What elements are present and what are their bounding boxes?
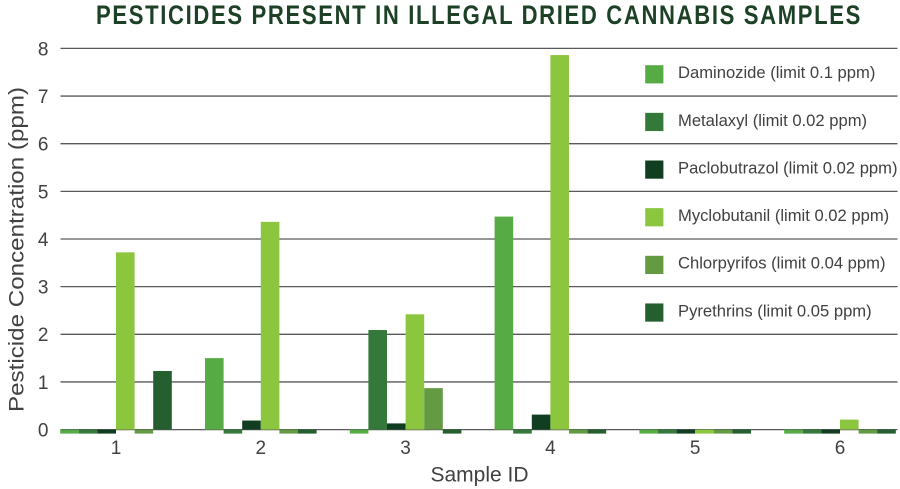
svg-text:Paclobutrazol (limit 0.02 ppm): Paclobutrazol (limit 0.02 ppm) — [678, 158, 898, 177]
svg-text:4: 4 — [38, 230, 49, 251]
svg-text:Metalaxyl (limit 0.02 ppm): Metalaxyl (limit 0.02 ppm) — [678, 111, 867, 130]
svg-text:8: 8 — [38, 39, 49, 60]
svg-text:4: 4 — [545, 438, 556, 459]
svg-text:0: 0 — [38, 421, 49, 442]
svg-text:Pyrethrins (limit 0.05 ppm): Pyrethrins (limit 0.05 ppm) — [678, 301, 872, 320]
svg-text:Sample ID: Sample ID — [430, 464, 528, 487]
svg-text:1: 1 — [111, 438, 122, 459]
svg-text:5: 5 — [38, 182, 49, 203]
svg-text:PESTICIDES PRESENT IN ILLEGAL: PESTICIDES PRESENT IN ILLEGAL DRIED CANN… — [96, 0, 862, 30]
svg-text:5: 5 — [690, 438, 701, 459]
svg-text:Myclobutanil (limit 0.02 ppm): Myclobutanil (limit 0.02 ppm) — [678, 206, 889, 225]
svg-text:6: 6 — [38, 135, 49, 156]
svg-text:2: 2 — [38, 325, 49, 346]
svg-text:3: 3 — [38, 278, 49, 299]
svg-text:1: 1 — [38, 373, 49, 394]
svg-text:3: 3 — [400, 438, 411, 459]
svg-text:7: 7 — [38, 87, 49, 108]
svg-text:Daminozide (limit 0.1 ppm): Daminozide (limit 0.1 ppm) — [678, 63, 875, 82]
svg-text:2: 2 — [256, 438, 267, 459]
svg-text:Chlorpyrifos (limit 0.04 ppm): Chlorpyrifos (limit 0.04 ppm) — [678, 254, 885, 273]
svg-text:6: 6 — [835, 438, 846, 459]
svg-text:Pesticide Concentration (ppm): Pesticide Concentration (ppm) — [6, 87, 29, 412]
